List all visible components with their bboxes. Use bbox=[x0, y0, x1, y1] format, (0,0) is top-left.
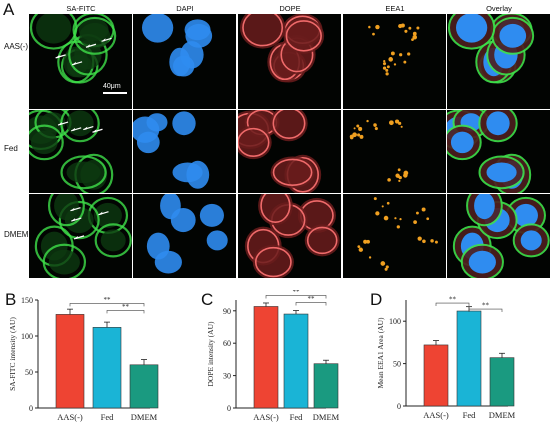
category-label: AAS(-) bbox=[253, 412, 279, 422]
y-tick-label: 50 bbox=[25, 368, 33, 377]
column-header-dope: DOPE bbox=[279, 4, 301, 13]
chart-b: 0 50 100 150 SA-FITC intensity (AU) AAS(-) Fed… bbox=[0, 290, 195, 430]
column-header-sa-fitc: SA-FITC bbox=[66, 4, 96, 13]
micrograph-dmem-sa-fitc bbox=[29, 194, 132, 278]
micrograph-fed-dope bbox=[238, 110, 341, 193]
significance-bracket bbox=[468, 308, 503, 313]
y-tick-label: 100 bbox=[389, 317, 401, 326]
panel-letter-c: C bbox=[201, 290, 214, 309]
chart-d: 0 50 100 Mean EEA1 Area (AU) AAS(-) Fed DMEM **… bbox=[368, 290, 548, 430]
y-tick-label: 0 bbox=[227, 404, 231, 413]
significance-bracket bbox=[69, 303, 145, 307]
bar-aas bbox=[253, 306, 279, 409]
column-header-overlay: Overlay bbox=[486, 4, 512, 13]
category-label: DMEM bbox=[131, 412, 158, 422]
bar-aas bbox=[55, 314, 85, 409]
micrograph-fed-overlay bbox=[447, 110, 550, 193]
chart-c: 0 30 60 90 DOPE intensity (AU) AAS(-) Fed DMEM *… bbox=[198, 288, 368, 430]
y-axis-label: Mean EEA1 Area (AU) bbox=[376, 317, 385, 389]
significance-label: ** bbox=[293, 290, 301, 296]
scale-bar bbox=[103, 92, 127, 94]
y-tick-label: 0 bbox=[29, 404, 33, 413]
micrograph-aas-overlay bbox=[447, 14, 550, 109]
micrograph-aas-dope bbox=[238, 14, 341, 109]
micrograph-dmem-dope bbox=[238, 194, 341, 278]
y-tick-label: 60 bbox=[223, 339, 231, 348]
category-label: AAS(-) bbox=[423, 410, 449, 420]
micrograph-aas-dapi bbox=[133, 14, 236, 109]
micrograph-fed-sa-fitc bbox=[29, 110, 132, 193]
category-label: DMEM bbox=[313, 412, 340, 422]
y-axis-label: DOPE intensity (AU) bbox=[206, 321, 215, 386]
significance-label: ** bbox=[308, 295, 316, 303]
bar-dmem bbox=[313, 363, 339, 409]
bar-fed bbox=[283, 313, 309, 409]
bar-fed bbox=[92, 327, 122, 409]
significance-label: ** bbox=[104, 296, 112, 304]
micrograph-aas-eea1 bbox=[343, 14, 446, 109]
row-label-fed: Fed bbox=[4, 144, 18, 153]
y-axis-label: SA-FITC intensity (AU) bbox=[8, 317, 17, 391]
panel-letter-b: B bbox=[5, 290, 17, 309]
category-label: AAS(-) bbox=[57, 412, 83, 422]
micrograph-dmem-eea1 bbox=[343, 194, 446, 278]
y-tick-label: 30 bbox=[223, 372, 231, 381]
significance-label: ** bbox=[449, 296, 457, 304]
significance-label: ** bbox=[482, 302, 490, 310]
y-tick-label: 100 bbox=[21, 332, 33, 341]
significance-bracket bbox=[435, 302, 470, 307]
panel-letter-a: A bbox=[3, 0, 15, 19]
bar-dmem bbox=[489, 357, 515, 407]
scale-bar-label: 40μm bbox=[103, 83, 121, 90]
y-tick-label: 150 bbox=[21, 296, 33, 305]
significance-bracket bbox=[106, 310, 145, 314]
panel-letter-d: D bbox=[370, 290, 383, 309]
y-tick-label: 90 bbox=[223, 307, 231, 316]
row-label-dmem: DMEM bbox=[4, 230, 29, 239]
micrograph-dmem-overlay bbox=[447, 194, 550, 278]
category-label: Fed bbox=[463, 410, 477, 420]
category-label: Fed bbox=[290, 412, 304, 422]
y-tick-label: 50 bbox=[393, 360, 401, 369]
micrograph-aas-sa-fitc bbox=[29, 14, 132, 109]
row-label-aas: AAS(-) bbox=[4, 42, 28, 51]
micrograph-dmem-dapi bbox=[133, 194, 236, 278]
significance-bracket bbox=[295, 302, 327, 306]
bar-fed bbox=[456, 310, 482, 407]
category-label: DMEM bbox=[489, 410, 516, 420]
significance-label: ** bbox=[122, 303, 130, 311]
column-header-eea1: EEA1 bbox=[385, 4, 405, 13]
bar-dmem bbox=[129, 364, 159, 409]
micrograph-fed-dapi bbox=[133, 110, 236, 193]
significance-bracket bbox=[265, 295, 327, 299]
category-label: Fed bbox=[101, 412, 115, 422]
bar-aas bbox=[423, 344, 449, 407]
column-header-dapi: DAPI bbox=[176, 4, 194, 13]
micrograph-fed-eea1 bbox=[343, 110, 446, 193]
y-tick-label: 0 bbox=[397, 402, 401, 411]
